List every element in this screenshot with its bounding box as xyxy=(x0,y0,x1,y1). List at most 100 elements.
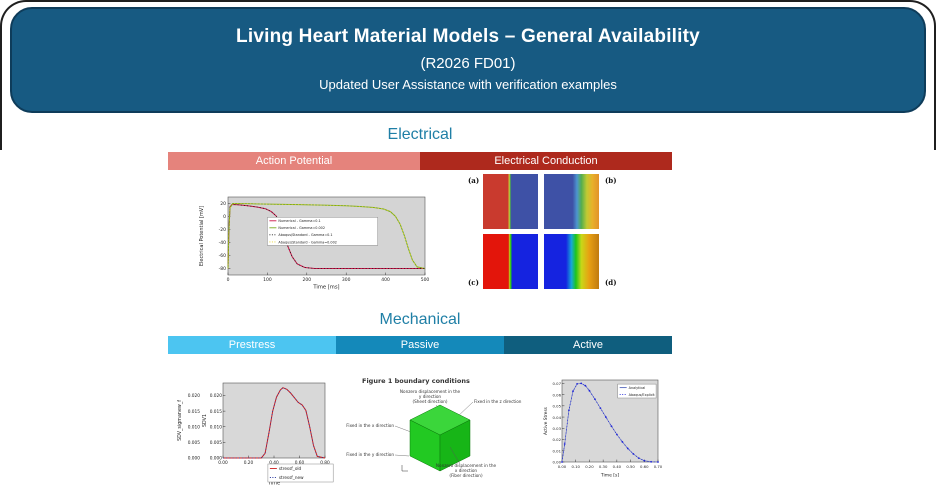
conduction-row-bottom: (c) (d) xyxy=(468,234,620,289)
action-potential-figure: 0 100 200 300 400 500 20 0 -20 -40 -60 -80 Electrica… xyxy=(196,178,436,295)
mechanical-section-heading: Mechanical xyxy=(379,311,461,328)
svg-text:SDV_sigmanew_f: SDV_sigmanew_f xyxy=(177,400,183,441)
conduction-plot-b xyxy=(544,174,599,229)
conduction-plot-a xyxy=(483,174,538,229)
svg-text:Numerical - Gamma=0.1: Numerical - Gamma=0.1 xyxy=(278,219,320,223)
svg-text:20: 20 xyxy=(220,201,226,207)
prestress-bar: Prestress xyxy=(168,336,336,354)
conduction-row-top: (a) (b) xyxy=(468,174,620,229)
svg-text:Time [s]: Time [s] xyxy=(600,473,620,479)
svg-text:0.005: 0.005 xyxy=(188,440,201,446)
svg-text:Active Stress: Active Stress xyxy=(543,406,549,435)
svg-text:Abaqus/Standard - Gamma=0.002: Abaqus/Standard - Gamma=0.002 xyxy=(278,240,337,244)
svg-text:Abaqus/Standard - Gamma=0.1: Abaqus/Standard - Gamma=0.1 xyxy=(278,233,332,237)
svg-text:0: 0 xyxy=(223,214,226,220)
panel-label-c: (c) xyxy=(468,278,479,287)
passive-bar: Passive xyxy=(336,336,504,354)
cube-label-top-1: Nonzero displacement in the xyxy=(400,389,461,394)
svg-text:-80: -80 xyxy=(219,266,226,272)
electrical-section-heading: Electrical xyxy=(387,126,453,143)
svg-text:0: 0 xyxy=(227,277,230,283)
svg-text:500: 500 xyxy=(421,277,430,283)
electrical-bars: Action Potential Electrical Conduction xyxy=(168,152,672,170)
svg-text:0.60: 0.60 xyxy=(640,464,649,469)
page-subtitle: (R2026 FD01) xyxy=(420,55,516,72)
svg-text:0.00: 0.00 xyxy=(553,460,562,465)
svg-text:0.000: 0.000 xyxy=(210,456,223,462)
svg-text:0.005: 0.005 xyxy=(210,440,223,446)
svg-text:0.00: 0.00 xyxy=(218,460,228,466)
svg-text:0.000: 0.000 xyxy=(188,456,201,462)
cube-label-bottom-left: Fixed in the y direction xyxy=(346,452,394,457)
conduction-plot-d xyxy=(544,234,599,289)
svg-text:0.015: 0.015 xyxy=(188,409,201,415)
cube-right-face xyxy=(439,419,471,472)
svg-text:Electrical Potential [mV]: Electrical Potential [mV] xyxy=(199,206,205,266)
boundary-conditions-cube: Figure 1 boundary conditions Nonzero dis… xyxy=(346,377,522,478)
prestress-figure: 0.00 0.20 0.40 0.60 0.80 0.000 0.005 0.010 0.015… xyxy=(172,372,344,488)
cube-figure-title: Figure 1 boundary conditions xyxy=(362,377,470,385)
svg-text:-60: -60 xyxy=(219,253,226,259)
svg-text:400: 400 xyxy=(381,277,390,283)
svg-text:-40: -40 xyxy=(219,240,226,246)
svg-text:0.00: 0.00 xyxy=(558,464,567,469)
cube-label-bottom-right-2: x direction xyxy=(455,468,478,473)
prestress-chart: 0.00 0.20 0.40 0.60 0.80 0.000 0.005 0.010 0.015… xyxy=(177,382,334,487)
svg-text:0.20: 0.20 xyxy=(244,460,254,466)
cube-label-top-2: y direction xyxy=(419,394,442,399)
action-potential-chart: 0 100 200 300 400 500200-20-40-60-80Electrica… xyxy=(199,196,430,291)
svg-text:0.10: 0.10 xyxy=(571,464,580,469)
action-potential-bar: Action Potential xyxy=(168,152,420,170)
svg-text:0.05: 0.05 xyxy=(553,404,562,409)
svg-text:0.40: 0.40 xyxy=(269,460,279,466)
svg-text:0.40: 0.40 xyxy=(613,464,622,469)
svg-text:Analytical: Analytical xyxy=(629,386,646,390)
svg-text:Numerical - Gamma=0.002: Numerical - Gamma=0.002 xyxy=(278,226,325,230)
header-banner: Living Heart Material Models – General A… xyxy=(10,7,926,113)
page-title: Living Heart Material Models – General A… xyxy=(236,26,700,47)
svg-text:0.06: 0.06 xyxy=(553,392,562,397)
svg-text:0.02: 0.02 xyxy=(553,437,562,442)
svg-text:stressf_old: stressf_old xyxy=(279,466,302,471)
svg-text:200: 200 xyxy=(303,277,312,283)
cube-label-bottom-right-3: (Fiber direction) xyxy=(449,473,483,478)
panel-label-d: (d) xyxy=(605,278,617,287)
svg-text:0.30: 0.30 xyxy=(599,464,608,469)
electrical-conduction-bar: Electrical Conduction xyxy=(420,152,672,170)
cube-label-bottom-right-1: Nonzero displacement in the xyxy=(436,463,497,468)
svg-text:0.03: 0.03 xyxy=(553,426,562,431)
active-stress-figure: 0.00 0.10 0.20 0.30 0.40 0.50 0.60 0.70 0.00 0.01… xyxy=(542,372,684,483)
cube-label-top-3: (Sheet direction) xyxy=(412,399,447,404)
svg-text:100: 100 xyxy=(263,277,272,283)
page-note: Updated User Assistance with verificatio… xyxy=(319,77,617,92)
cube-label-right: Fixed in the z direction xyxy=(474,399,522,404)
mechanical-bars: Prestress Passive Active xyxy=(168,336,672,354)
active-bar: Active xyxy=(504,336,672,354)
electrical-conduction-panel: (a) (b) (c) (d) xyxy=(468,174,620,294)
svg-text:Time: Time xyxy=(267,481,280,487)
svg-text:0.015: 0.015 xyxy=(210,409,223,415)
svg-text:0.04: 0.04 xyxy=(553,415,562,420)
svg-text:0.70: 0.70 xyxy=(654,464,663,469)
cube-label-left: Fixed in the x direction xyxy=(346,423,394,428)
svg-text:0.010: 0.010 xyxy=(210,424,223,430)
svg-text:0.020: 0.020 xyxy=(210,393,223,399)
panel-label-b: (b) xyxy=(605,176,617,185)
svg-text:0.020: 0.020 xyxy=(188,393,201,399)
svg-text:0.010: 0.010 xyxy=(188,424,201,430)
svg-text:stressf_new: stressf_new xyxy=(279,475,304,480)
panel-label-a: (a) xyxy=(468,176,480,185)
conduction-plot-c xyxy=(483,234,538,289)
svg-text:0.60: 0.60 xyxy=(295,460,305,466)
svg-text:SDV1: SDV1 xyxy=(202,414,208,427)
svg-text:Time [ms]: Time [ms] xyxy=(312,285,339,291)
passive-boundary-conditions-figure: Figure 1 boundary conditions Nonzero dis… xyxy=(344,372,522,488)
active-stress-chart: 0.00 0.10 0.20 0.30 0.40 0.50 0.60 0.70 0.00 0.01… xyxy=(543,379,663,479)
svg-text:300: 300 xyxy=(342,277,351,283)
svg-text:-20: -20 xyxy=(219,227,226,233)
svg-text:0.80: 0.80 xyxy=(320,460,330,466)
svg-text:Abaqus/Explicit: Abaqus/Explicit xyxy=(629,393,656,397)
svg-text:0.01: 0.01 xyxy=(553,448,562,453)
svg-text:0.20: 0.20 xyxy=(585,464,594,469)
